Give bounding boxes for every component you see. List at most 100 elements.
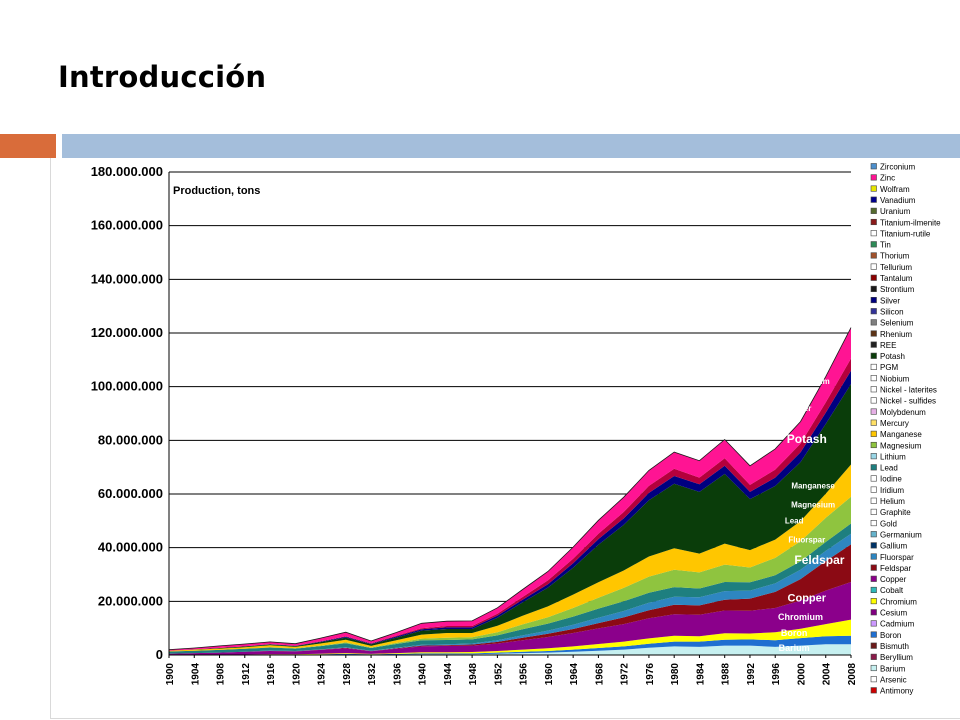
legend-label: Magnesium [880,441,922,450]
x-tick-label: 1932 [367,663,378,686]
legend-label: REE [880,341,896,350]
area-series-magnesium [169,496,851,652]
y-tick-label: 180.000.000 [91,164,163,179]
legend-label: Silver [880,296,900,305]
legend-label: Chromium [880,597,917,606]
legend-label: Helium [880,497,905,506]
legend-label: Rhenium [880,330,912,339]
area-series-manganese [169,464,851,652]
x-tick-label: 2000 [796,663,807,686]
legend-swatch [870,408,877,415]
y-tick-label: 0 [156,647,163,662]
y-tick-label: 60.000.000 [98,486,163,501]
x-tick-label: 1956 [519,663,530,686]
chart-title: Production, tons [173,185,260,197]
legend-swatch [870,519,877,527]
x-tick-label: 1920 [291,663,302,686]
annotation-label: Silver [790,404,812,413]
legend-swatch [870,196,877,203]
legend-label: Vanadium [880,196,916,205]
legend-swatch [870,542,877,549]
area-series-potash [169,384,851,651]
annotation-label: Titanium [797,377,830,386]
legend-label: Iridium [880,486,904,495]
legend-swatch [870,464,877,471]
x-tick-label: 1916 [266,663,277,686]
x-tick-label: 1940 [418,663,429,686]
legend-swatch [870,609,877,616]
accent-bar-orange [0,134,56,158]
production-chart: 0 20.000.000 40.000.000 60.000.000 80.000.00… [91,163,941,696]
legend-swatch [870,263,877,270]
legend-label: Potash [880,352,905,361]
area-series-boron [169,635,851,655]
x-tick-label: 1996 [771,663,782,686]
legend-swatch [870,352,877,359]
area-series-lead [169,523,851,654]
y-tick-label: 80.000.000 [98,432,163,447]
legend-swatch [870,341,877,348]
legend-label: Bismuth [880,642,909,651]
annotation-label: Zinc [798,363,817,373]
legend-swatch [870,553,877,560]
legend-swatch [870,531,877,538]
legend-label: Iodine [880,475,902,484]
y-tick-label: 140.000.000 [91,271,163,286]
legend-label: Titanium-ilmenite [880,218,941,227]
total-outline [168,327,852,650]
x-tick-label: 1964 [569,663,580,686]
legend-swatch [870,274,877,281]
legend-label: Barium [880,664,906,673]
legend-label: Wolfram [880,185,910,194]
legend-swatch [870,430,877,437]
x-tick-label: 1948 [468,663,479,686]
legend-swatch [870,620,877,627]
y-tick-label: 40.000.000 [98,540,163,555]
legend-swatch [870,598,877,605]
legend-label: Strontium [880,285,915,294]
legend-swatch [870,386,877,393]
legend-label: Tellurium [880,263,912,272]
annotation-label: Lead [785,517,804,526]
x-tick-label: 1976 [645,663,656,686]
annotation-label: Copper [788,592,827,604]
annotation-label: Boron [781,628,808,638]
legend-swatch [870,564,877,571]
legend-label: Arsenic [880,675,907,684]
x-tick-label: 1908 [216,663,227,686]
annotation-label: Feldspar [794,553,844,567]
legend-swatch [870,285,877,292]
legend-label: Feldspar [880,564,911,573]
legend-swatch [870,330,877,337]
x-tick-label: 1900 [165,663,176,686]
legend-swatch [870,586,877,594]
legend-label: Zinc [880,174,895,183]
legend-label: Gold [880,519,897,528]
legend-swatch [870,241,877,248]
legend-label: Boron [880,631,901,640]
legend-label: Antimony [880,687,913,696]
legend-swatch [870,375,877,382]
legend-label: Beryllium [880,653,913,662]
x-tick-label: 1944 [443,663,454,686]
legend-swatch [870,687,877,694]
legend-swatch [870,575,877,582]
x-tick-label: 1936 [392,663,403,686]
legend-label: Selenium [880,319,914,328]
chart-frame: 0 20.000.000 40.000.000 60.000.000 80.000.00… [50,158,960,719]
legend-label: Mercury [880,419,909,428]
x-tick-label: 1992 [746,663,757,686]
area-series-fluorspar [169,533,851,654]
legend-label: Nickel - laterites [880,386,937,395]
legend-swatch [870,486,877,493]
legend-label: Graphite [880,508,911,517]
area-series-chromium [169,619,851,655]
area-series-copper [169,582,851,655]
x-tick-label: 1968 [594,663,605,686]
y-tick-label: 100.000.000 [91,379,163,394]
legend-label: Cesium [880,609,907,618]
legend-swatch [870,653,877,660]
x-tick-label: 2004 [822,663,833,686]
legend-label: Niobium [880,374,910,383]
x-tick-label: 1928 [342,663,353,686]
